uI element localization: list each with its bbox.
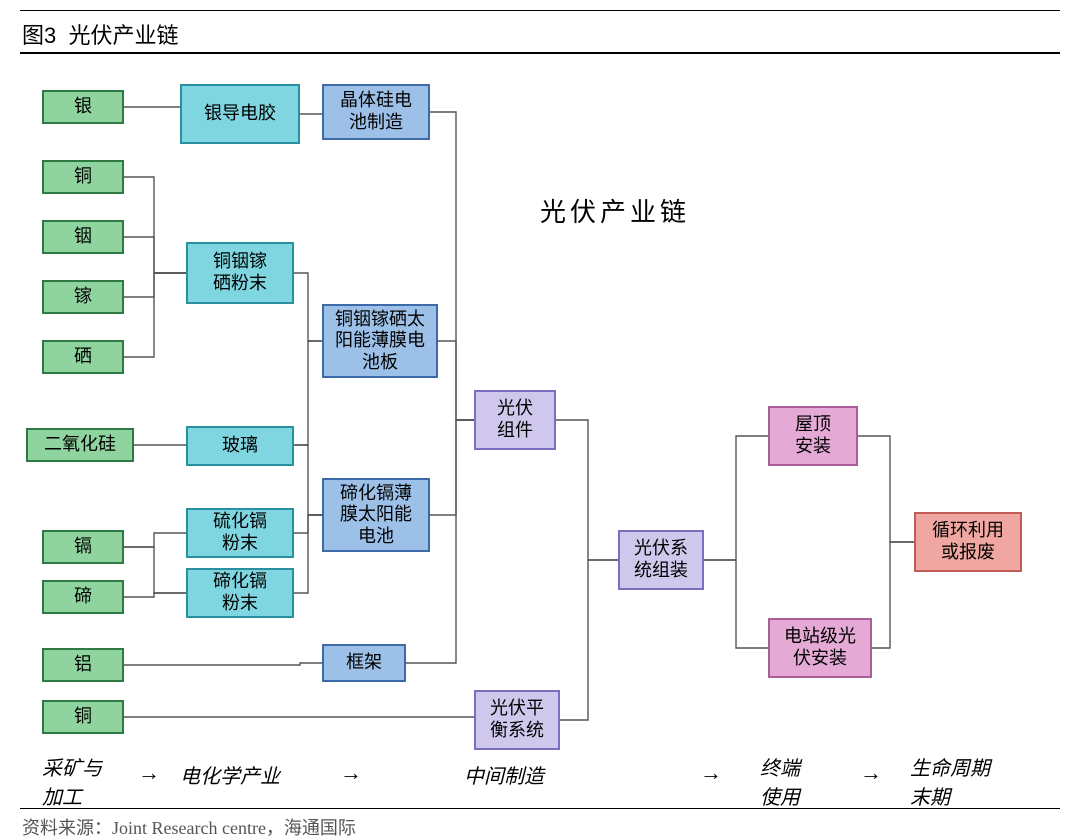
arrow-1: → [138,760,160,786]
source-line: 资料来源：Joint Research centre，海通国际 [22,814,356,840]
diagram-title: 光伏产业链 [540,192,690,229]
figure-title-text: 光伏产业链 [68,23,178,48]
arrow-4: → [860,760,882,786]
node-te: 碲 [42,580,124,614]
node-se: 硒 [42,340,124,374]
top-rule [20,10,1060,11]
node-sys: 光伏系 统组装 [618,530,704,590]
node-utility: 电站级光 伏安装 [768,618,872,678]
stage-enduse: 终端 使用 [760,752,800,810]
arrow-2: → [340,760,362,786]
node-al: 铝 [42,648,124,682]
node-cigs_c: 铜铟镓硒太 阳能薄膜电 池板 [322,304,438,378]
arrow-3: → [700,760,722,786]
node-cdte_p: 碲化镉 粉末 [186,568,294,618]
node-cdte_c: 碲化镉薄 膜太阳能 电池 [322,478,430,552]
title-rule [20,52,1060,54]
node-ag: 银 [42,90,124,124]
figure-number: 图3 [22,23,56,48]
stage-intermediate: 中间制造 [464,760,544,789]
diagram-canvas: 光伏产业链 银铜铟镓硒二氧化硅镉碲铝铜银导电胶铜铟镓 硒粉末玻璃硫化镉 粉末碲化… [20,60,1060,805]
node-agpaste: 银导电胶 [180,84,300,144]
source-text: Joint Research centre，海通国际 [112,818,356,838]
node-glass: 玻璃 [186,426,294,466]
stage-endlife: 生命周期 末期 [910,752,990,810]
node-in: 铟 [42,220,124,254]
source-label: 资料来源： [22,818,112,838]
node-sio2: 二氧化硅 [26,428,134,462]
node-cigs_p: 铜铟镓 硒粉末 [186,242,294,304]
node-module: 光伏 组件 [474,390,556,450]
node-recycle: 循环利用 或报废 [914,512,1022,572]
stage-mining: 采矿与 加工 [42,752,102,810]
node-cu1: 铜 [42,160,124,194]
bottom-rule [20,808,1060,809]
node-roof: 屋顶 安装 [768,406,858,466]
node-csi: 晶体硅电 池制造 [322,84,430,140]
node-bos: 光伏平 衡系统 [474,690,560,750]
stage-electrochem: 电化学产业 [180,760,280,789]
node-cd: 镉 [42,530,124,564]
node-cds_p: 硫化镉 粉末 [186,508,294,558]
figure-caption: 图3 光伏产业链 [22,18,179,50]
node-frame: 框架 [322,644,406,682]
node-cu2: 铜 [42,700,124,734]
node-ga: 镓 [42,280,124,314]
